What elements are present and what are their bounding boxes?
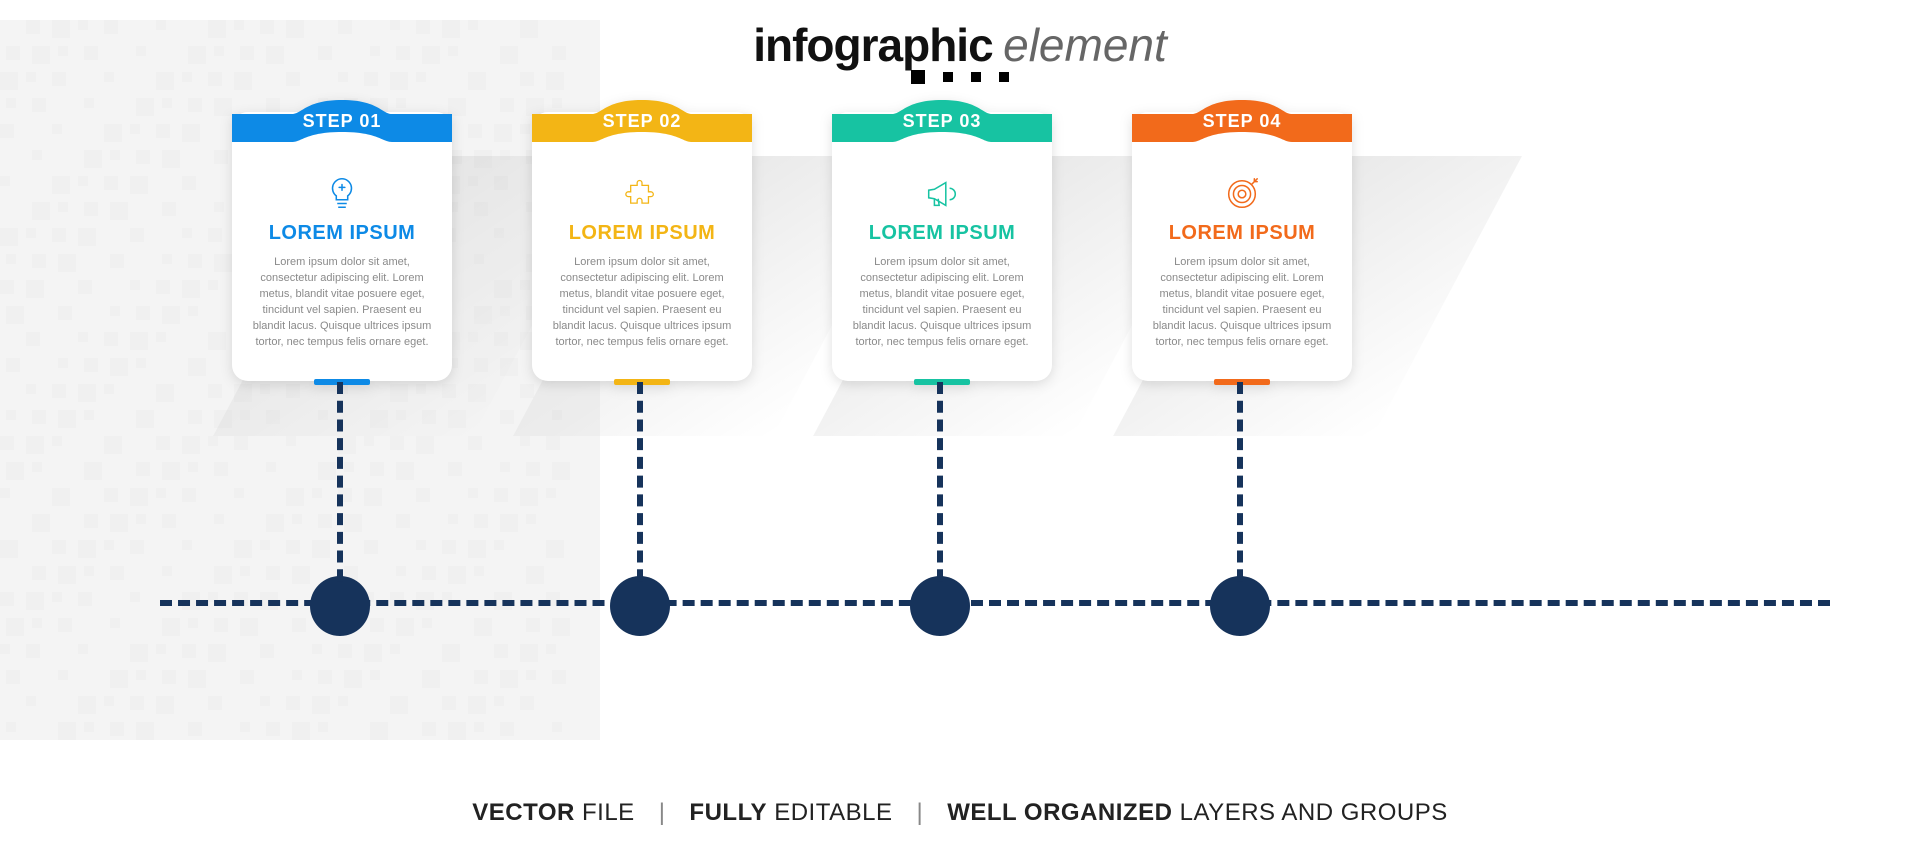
footer-text: EDITABLE	[767, 799, 892, 826]
step-card: STEP 02 LOREM IPSUM Lorem ipsum dolor sit …	[532, 112, 752, 381]
timeline-connector	[637, 382, 643, 600]
step-tab: STEP 02	[532, 100, 752, 142]
step-label: STEP 03	[903, 111, 982, 132]
footer-separator: |	[659, 799, 666, 826]
step-label: STEP 01	[303, 111, 382, 132]
title-italic: element	[1003, 19, 1167, 71]
page-title: infographic element	[0, 18, 1920, 72]
footer-caption: VECTOR FILE | FULLY EDITABLE | WELL ORGANIZE…	[0, 799, 1920, 827]
header-dot	[943, 72, 953, 82]
card-body: Lorem ipsum dolor sit amet, consectetur …	[246, 255, 438, 351]
target-icon	[1146, 174, 1338, 214]
step-label: STEP 02	[603, 111, 682, 132]
puzzle-icon	[546, 174, 738, 214]
step-card: STEP 04 LOREM IPSUM Lorem ipsum dolor sit …	[1132, 112, 1352, 381]
megaphone-icon	[846, 174, 1038, 214]
header-dot	[999, 72, 1009, 82]
step-tab: STEP 04	[1132, 100, 1352, 142]
header-dot	[971, 72, 981, 82]
title-bold: infographic	[753, 19, 992, 71]
timeline-connector	[337, 382, 343, 600]
step-label: STEP 04	[1203, 111, 1282, 132]
card-heading: LOREM IPSUM	[546, 222, 738, 245]
card-heading: LOREM IPSUM	[846, 222, 1038, 245]
card-body: Lorem ipsum dolor sit amet, consectetur …	[846, 255, 1038, 351]
card-body: Lorem ipsum dolor sit amet, consectetur …	[1146, 255, 1338, 351]
footer-text: FILE	[575, 799, 635, 826]
card-heading: LOREM IPSUM	[246, 222, 438, 245]
footer-text: LAYERS AND GROUPS	[1172, 799, 1447, 826]
timeline-connector	[937, 382, 943, 600]
footer-separator: |	[916, 799, 923, 826]
header-dots	[911, 72, 1009, 84]
timeline-axis	[160, 600, 1830, 606]
step-card: STEP 01 LOREM IPSUM Lorem ipsum dolor sit …	[232, 112, 452, 381]
footer-bold: WELL ORGANIZED	[947, 799, 1172, 826]
card-body: Lorem ipsum dolor sit amet, consectetur …	[546, 255, 738, 351]
lightbulb-icon	[246, 174, 438, 214]
step-tab: STEP 01	[232, 100, 452, 142]
footer-bold: FULLY	[689, 799, 767, 826]
header-dot	[911, 70, 925, 84]
footer-bold: VECTOR	[472, 799, 575, 826]
cards-row: STEP 01 LOREM IPSUM Lorem ipsum dolor sit …	[0, 112, 1920, 402]
timeline-connector	[1237, 382, 1243, 600]
card-heading: LOREM IPSUM	[1146, 222, 1338, 245]
step-tab: STEP 03	[832, 100, 1052, 142]
step-card: STEP 03 LOREM IPSUM Lorem ipsum dolor sit …	[832, 112, 1052, 381]
